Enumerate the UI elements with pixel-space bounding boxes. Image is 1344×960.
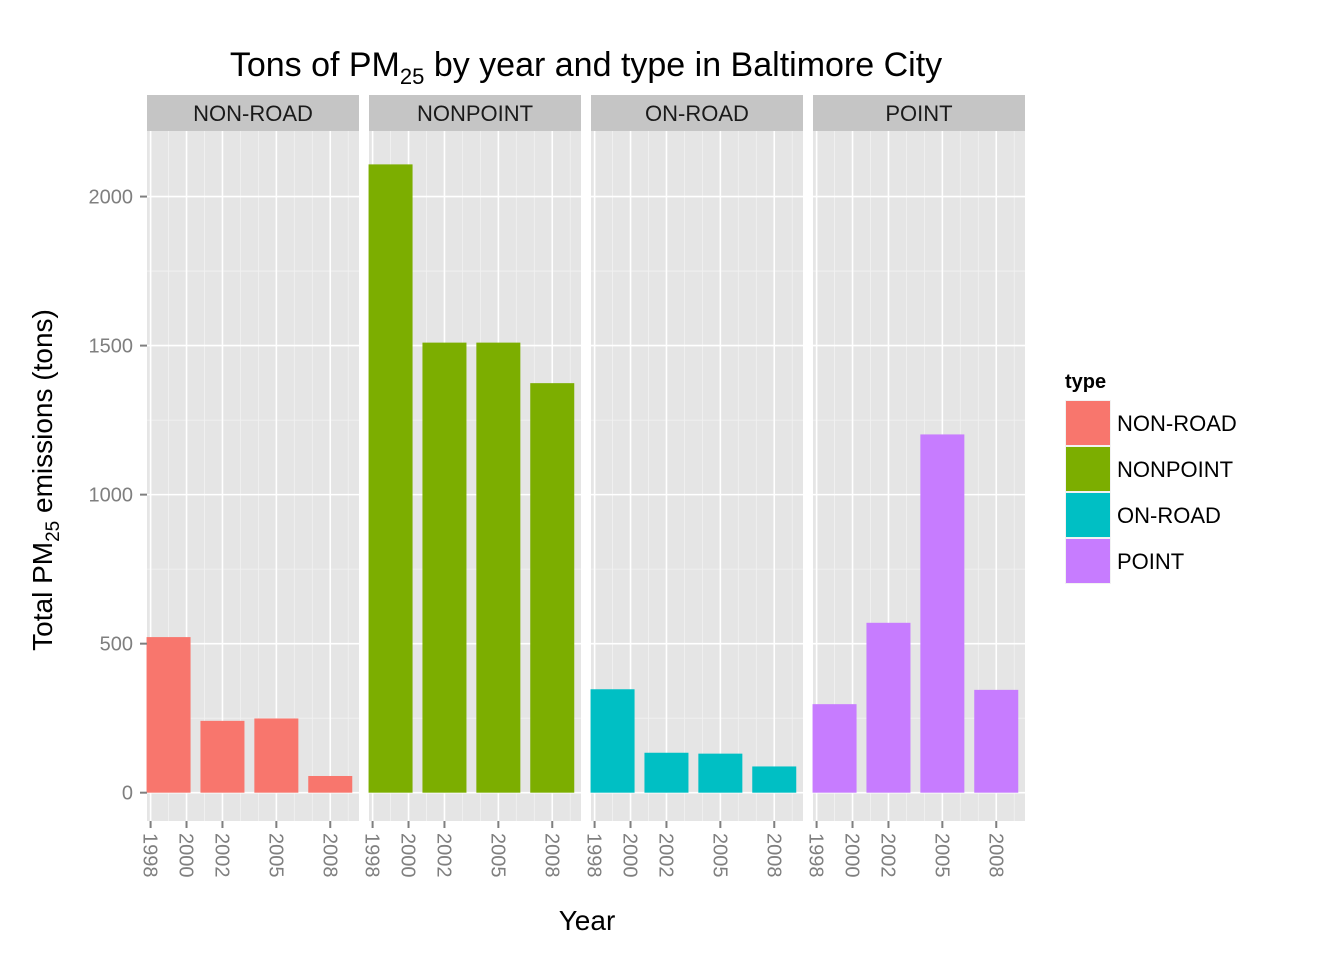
bar-nonpoint-2002 bbox=[422, 342, 467, 793]
legend-item-non-road: NON-ROAD bbox=[1065, 400, 1237, 446]
x-tick-label: 2005 bbox=[930, 833, 952, 878]
facet-panel-non-road: NON-ROAD 1998 2000 2002 2005 2008 bbox=[139, 95, 359, 878]
x-tick-label: 2005 bbox=[264, 833, 286, 878]
legend-label: NON-ROAD bbox=[1117, 411, 1237, 436]
facet-panel-nonpoint: NONPOINT 1998 2000 2002 2005 2008 bbox=[361, 95, 581, 878]
y-tick-label: 500 bbox=[100, 634, 133, 656]
bar-non-road-2008 bbox=[308, 775, 353, 793]
facet-strip-label: POINT bbox=[885, 101, 952, 126]
legend-item-nonpoint: NONPOINT bbox=[1065, 446, 1233, 492]
facet-strip bbox=[369, 95, 581, 131]
bar-nonpoint-2005 bbox=[476, 342, 521, 793]
y-tick-label: 0 bbox=[122, 783, 133, 805]
x-tick-label: 2000 bbox=[619, 833, 641, 878]
facet-strip bbox=[813, 95, 1025, 131]
legend-swatch bbox=[1066, 401, 1110, 445]
x-axis-title: Year bbox=[559, 905, 616, 936]
x-tick-label: 2000 bbox=[175, 833, 197, 878]
bar-on-road-2002 bbox=[644, 752, 689, 793]
bar-on-road-2008 bbox=[752, 766, 797, 793]
x-tick-label: 2000 bbox=[397, 833, 419, 878]
y-tick-label: 1000 bbox=[89, 485, 134, 507]
facet-panel-on-road: ON-ROAD 1998 2000 2002 2005 2008 bbox=[583, 95, 803, 878]
x-tick-label: 2002 bbox=[432, 833, 454, 878]
bar-point-2005 bbox=[920, 434, 965, 793]
bar-nonpoint-1999 bbox=[368, 164, 413, 793]
y-axis-title: Total PM25 emissions (tons) bbox=[27, 309, 64, 651]
legend: type NON-ROAD NONPOINT ON-ROAD POINT bbox=[1065, 371, 1237, 584]
bar-nonpoint-2008 bbox=[530, 383, 575, 793]
facet-strip-label: ON-ROAD bbox=[645, 101, 749, 126]
x-tick-label: 1998 bbox=[139, 833, 161, 878]
bar-point-2008 bbox=[974, 689, 1019, 793]
x-tick-label: 2008 bbox=[318, 833, 340, 878]
x-tick-label: 1998 bbox=[583, 833, 605, 878]
bar-on-road-1999 bbox=[590, 689, 635, 793]
y-axis: 0 500 1000 1500 2000 bbox=[89, 187, 147, 805]
bar-non-road-1999 bbox=[146, 637, 191, 793]
facet-strip bbox=[147, 95, 359, 131]
legend-swatch bbox=[1066, 447, 1110, 491]
x-tick-label: 2008 bbox=[984, 833, 1006, 877]
x-tick-label: 2008 bbox=[540, 833, 562, 878]
bar-point-1999 bbox=[812, 704, 857, 793]
facet-panel-point: POINT 1998 2000 2002 2005 2008 bbox=[805, 95, 1025, 878]
facet-panels: NON-ROAD 1998 2000 2002 2005 2008 NONPOINT 1998… bbox=[139, 95, 1025, 878]
x-tick-label: 2005 bbox=[708, 833, 730, 878]
y-tick-label: 1500 bbox=[89, 336, 134, 358]
bar-point-2002 bbox=[866, 622, 911, 793]
facet-strip-label: NONPOINT bbox=[417, 101, 533, 126]
legend-item-on-road: ON-ROAD bbox=[1065, 492, 1221, 538]
legend-item-point: POINT bbox=[1065, 538, 1184, 584]
x-tick-label: 2002 bbox=[210, 833, 232, 878]
y-tick-label: 2000 bbox=[89, 187, 134, 209]
x-tick-label: 2008 bbox=[762, 833, 784, 878]
x-tick-label: 2002 bbox=[876, 833, 898, 878]
facet-strip bbox=[591, 95, 803, 131]
x-tick-label: 1998 bbox=[361, 833, 383, 878]
legend-title: type bbox=[1065, 371, 1106, 393]
x-tick-label: 2005 bbox=[486, 833, 508, 878]
chart-title: Tons of PM25 by year and type in Baltimo… bbox=[230, 46, 942, 89]
x-tick-label: 1998 bbox=[805, 833, 827, 878]
x-tick-label: 2000 bbox=[841, 833, 863, 878]
legend-label: NONPOINT bbox=[1117, 457, 1233, 482]
legend-swatch bbox=[1066, 493, 1110, 537]
bar-on-road-2005 bbox=[698, 753, 743, 793]
x-tick-label: 2002 bbox=[654, 833, 676, 878]
legend-swatch bbox=[1066, 539, 1110, 583]
bar-non-road-2005 bbox=[254, 718, 299, 793]
bar-non-road-2002 bbox=[200, 720, 245, 793]
legend-label: POINT bbox=[1117, 549, 1184, 574]
facet-strip-label: NON-ROAD bbox=[193, 101, 313, 126]
legend-label: ON-ROAD bbox=[1117, 503, 1221, 528]
